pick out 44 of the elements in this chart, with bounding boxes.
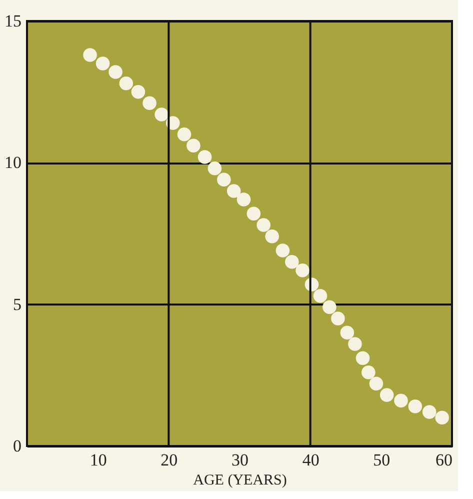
point <box>208 161 222 176</box>
point <box>236 192 251 206</box>
point <box>380 388 394 402</box>
point <box>256 218 270 232</box>
point <box>362 365 376 380</box>
x-tick-label: 60 <box>436 450 452 470</box>
x-tick-label: 40 <box>302 450 320 470</box>
point <box>108 65 122 79</box>
point <box>119 76 134 90</box>
point <box>348 337 362 351</box>
point <box>198 150 212 164</box>
point <box>331 312 345 326</box>
point <box>422 405 436 419</box>
point <box>285 254 299 269</box>
point <box>340 326 354 340</box>
x-tick-label: 50 <box>373 450 390 470</box>
point <box>408 399 422 414</box>
x-tick-label: 10 <box>90 450 107 470</box>
point <box>265 229 279 244</box>
point <box>83 48 97 62</box>
point <box>177 127 192 142</box>
point <box>217 172 231 187</box>
y-tick-label: 10 <box>4 153 22 172</box>
x-tick-label: 30 <box>232 450 248 470</box>
point <box>246 206 261 221</box>
point <box>322 300 336 314</box>
point <box>296 263 310 278</box>
point <box>369 376 384 391</box>
point <box>142 96 156 110</box>
point <box>226 184 241 198</box>
point <box>394 394 408 408</box>
point <box>131 84 146 99</box>
point <box>276 244 290 258</box>
point <box>96 56 110 70</box>
y-tick-label: 0 <box>13 436 22 456</box>
point <box>356 351 370 366</box>
point <box>435 410 449 425</box>
point <box>186 138 200 153</box>
point <box>313 288 328 303</box>
x-axis-title: AGE (YEARS) <box>193 472 287 488</box>
x-tick-label: 20 <box>160 450 178 470</box>
y-tick-label: 5 <box>13 294 22 314</box>
point <box>154 108 168 122</box>
y-tick-label: 15 <box>4 12 22 30</box>
